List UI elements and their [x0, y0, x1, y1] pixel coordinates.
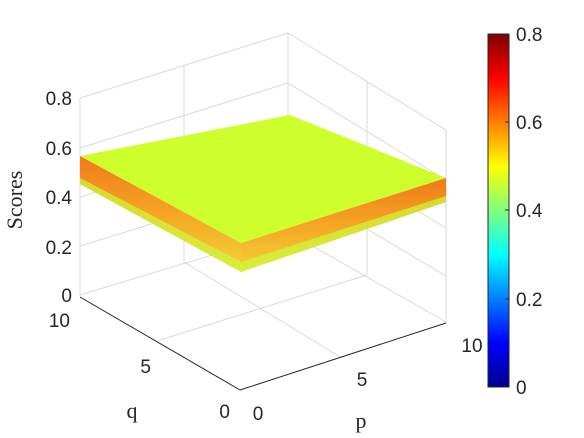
colorbar-tick-label: 0.6 [516, 113, 542, 134]
q-tick-label: 5 [140, 357, 151, 378]
z-tick-label: 0.6 [46, 139, 72, 160]
z-tick-label: 0.8 [46, 89, 72, 110]
colorbar-tick-label: 0.8 [516, 25, 542, 46]
p-axis-ticks: 0 5 10 [253, 336, 483, 425]
grid-line [159, 274, 368, 341]
colorbar-tick-label: 0.4 [516, 201, 543, 222]
z-tick-label: 0 [61, 286, 72, 307]
grid-line [183, 261, 343, 359]
surface-top-face [80, 115, 446, 243]
colorbar-tick-label: 0.2 [516, 290, 542, 311]
q-axis-ticks: 10 5 0 [49, 311, 230, 423]
surface-plot [80, 115, 446, 272]
z-tick-label: 0.2 [46, 238, 72, 259]
p-tick-label: 10 [461, 336, 482, 357]
p-axis-label: p [356, 408, 367, 433]
p-axis-line [239, 322, 447, 391]
q-axis-label: q [127, 398, 138, 423]
surface-bottom-strip [80, 178, 446, 272]
z-axis-label: Scores [2, 171, 27, 230]
p-tick-label: 0 [253, 404, 264, 425]
colorbar-tick-label: 0 [516, 378, 527, 399]
q-axis-line [79, 296, 241, 391]
grid-line [287, 231, 447, 323]
q-tick-label: 0 [219, 402, 230, 423]
axis-lines [79, 296, 447, 391]
colorbar: 0.8 0.6 0.4 0.2 0 [487, 25, 543, 399]
q-tick-label: 10 [49, 311, 70, 332]
z-axis-ticks: 0.8 0.6 0.4 0.2 0 [46, 89, 73, 307]
z-tick-label: 0.4 [46, 188, 73, 209]
p-tick-label: 5 [357, 370, 368, 391]
